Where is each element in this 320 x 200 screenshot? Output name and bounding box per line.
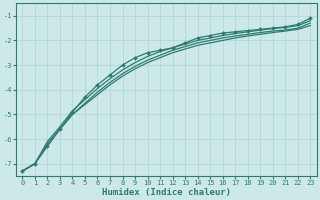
X-axis label: Humidex (Indice chaleur): Humidex (Indice chaleur): [102, 188, 231, 197]
